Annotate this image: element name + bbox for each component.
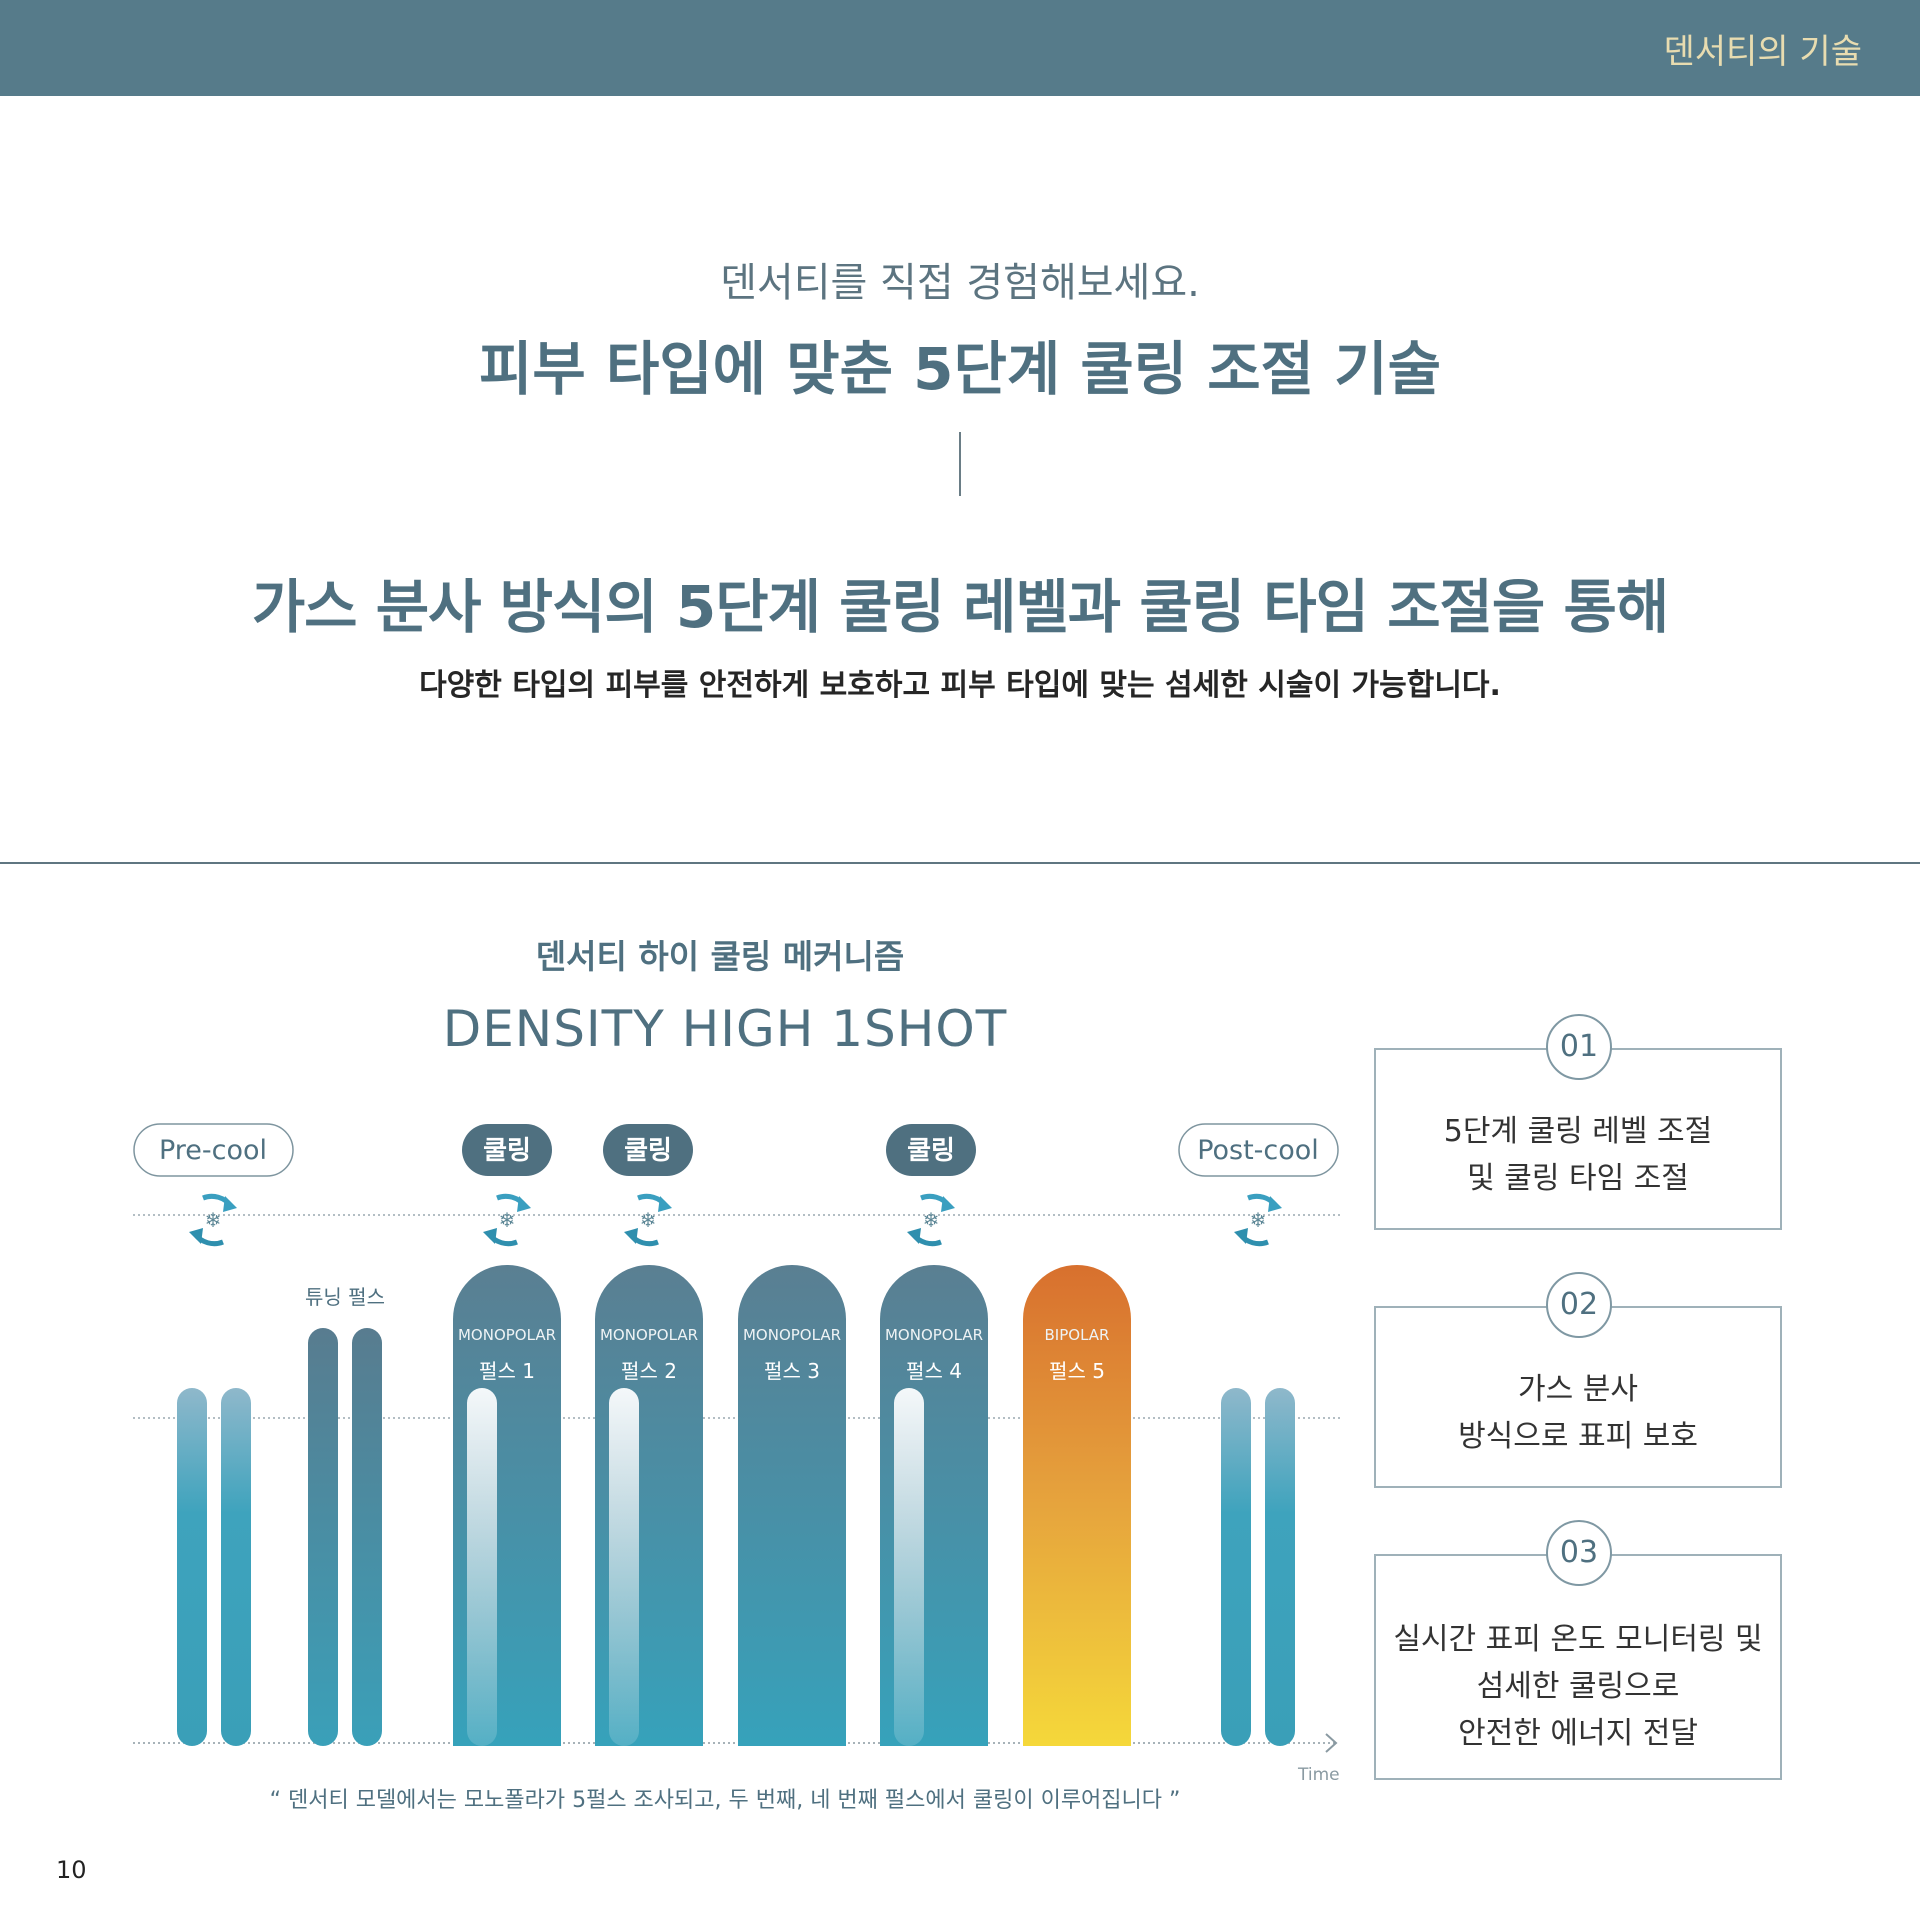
cooling-pill-1 bbox=[462, 1124, 552, 1176]
section-title: 덴서티의 기술 bbox=[1663, 32, 1863, 72]
pulse-name-label-5: 펄스 5 bbox=[1049, 1359, 1105, 1383]
page-number: 10 bbox=[56, 1856, 87, 1884]
feature-number-1: 01 bbox=[1546, 1014, 1612, 1080]
pulse-name-label-2: 펄스 2 bbox=[621, 1359, 677, 1383]
cooling-label-1: 쿨링 bbox=[483, 1136, 531, 1166]
tuning-bar-1 bbox=[308, 1328, 338, 1746]
section-divider bbox=[0, 862, 1920, 864]
page-title: 피부 타입에 맞춘 5단계 쿨링 조절 기술 bbox=[479, 335, 1441, 403]
pulse-name-label-4: 펄스 4 bbox=[906, 1359, 962, 1383]
snowflake-icon: ❄ bbox=[923, 1208, 940, 1232]
cooling-label-2: 쿨링 bbox=[624, 1136, 672, 1166]
precool-label: Pre-cool bbox=[159, 1135, 267, 1166]
pulse-bar-5 bbox=[1023, 1265, 1131, 1746]
cooling-cycle-icon: ❄ bbox=[483, 1193, 531, 1247]
cooling-indicator-4 bbox=[894, 1388, 924, 1746]
precool-bar-2 bbox=[221, 1388, 251, 1746]
feature-card-3: 03 실시간 표피 온도 모니터링 및 섬세한 쿨링으로 안전한 에너지 전달 bbox=[1374, 1520, 1782, 1780]
cooling-cycle-icon: ❄ bbox=[907, 1193, 955, 1247]
feature-line: 5단계 쿨링 레벨 조절 bbox=[1443, 1114, 1713, 1149]
feature-line: 가스 분사 bbox=[1518, 1372, 1638, 1407]
pulse-bar-3 bbox=[738, 1265, 846, 1746]
postcool-bar-2 bbox=[1265, 1388, 1295, 1746]
cooling-indicator-2 bbox=[609, 1388, 639, 1746]
postcool-pill bbox=[1178, 1123, 1339, 1177]
snowflake-icon: ❄ bbox=[205, 1208, 222, 1232]
time-arrow-icon bbox=[1325, 1733, 1338, 1753]
tuning-bar-2 bbox=[352, 1328, 382, 1746]
feature-line: 섬세한 쿨링으로 bbox=[1476, 1669, 1680, 1704]
feature-line: 실시간 표피 온도 모니터링 및 bbox=[1393, 1622, 1763, 1657]
headline: 가스 분사 방식의 5단계 쿨링 레벨과 쿨링 타임 조절을 통해 bbox=[251, 573, 1669, 641]
snowflake-icon: ❄ bbox=[499, 1208, 516, 1232]
tuning-pulse-label: 튜닝 펄스 bbox=[305, 1285, 385, 1309]
time-label: Time bbox=[1297, 1765, 1340, 1785]
feature-line: 및 쿨링 타임 조절 bbox=[1467, 1161, 1689, 1196]
postcool-bar-1 bbox=[1221, 1388, 1251, 1746]
cooling-cycle-icon: ❄ bbox=[1234, 1193, 1282, 1247]
pulse-type-label-1: MONOPOLAR bbox=[458, 1326, 556, 1344]
description: 다양한 타입의 피부를 안전하게 보호하고 피부 타입에 맞는 섬세한 시술이 … bbox=[419, 668, 1501, 703]
cooling-label-3: 쿨링 bbox=[907, 1136, 955, 1166]
cooling-cycle-icon: ❄ bbox=[624, 1193, 672, 1247]
diagram-footnote: “ 덴서티 모델에서는 모노폴라가 5펄스 조사되고, 두 번째, 네 번째 펄… bbox=[269, 1788, 1181, 1813]
cooling-pill-3 bbox=[886, 1124, 976, 1176]
feature-card-1: 01 5단계 쿨링 레벨 조절 및 쿨링 타임 조절 bbox=[1374, 1014, 1782, 1230]
feature-number-3: 03 bbox=[1546, 1520, 1612, 1586]
vertical-divider bbox=[959, 432, 961, 496]
cooling-mechanism-diagram: Time Pre-cool Post-cool 쿨링 쿨링 쿨링 ❄ ❄ ❄ ❄ ❄ 튜… bbox=[133, 1123, 1340, 1785]
pulse-name-label-1: 펄스 1 bbox=[479, 1359, 535, 1383]
snowflake-icon: ❄ bbox=[640, 1208, 657, 1232]
cooling-indicator-1 bbox=[467, 1388, 497, 1746]
cooling-cycle-icon: ❄ bbox=[189, 1193, 237, 1247]
mechanism-title: 덴서티 하이 쿨링 메커니즘 bbox=[535, 937, 905, 976]
snowflake-icon: ❄ bbox=[1250, 1208, 1267, 1232]
pulse-type-label-5: BIPOLAR bbox=[1045, 1326, 1110, 1344]
pulse-name-label-3: 펄스 3 bbox=[764, 1359, 820, 1383]
feature-text-1: 5단계 쿨링 레벨 조절 및 쿨링 타임 조절 bbox=[1376, 1108, 1780, 1202]
feature-line: 안전한 에너지 전달 bbox=[1458, 1716, 1698, 1751]
mechanism-subtitle: DENSITY HIGH 1SHOT bbox=[442, 1000, 1008, 1058]
pulse-type-label-4: MONOPOLAR bbox=[885, 1326, 983, 1344]
header-bar bbox=[0, 0, 1920, 96]
intro-subtitle: 덴서티를 직접 경험해보세요. bbox=[720, 260, 1200, 306]
pulse-type-label-2: MONOPOLAR bbox=[600, 1326, 698, 1344]
pulse-type-label-3: MONOPOLAR bbox=[743, 1326, 841, 1344]
precool-pill bbox=[133, 1123, 294, 1177]
feature-text-3: 실시간 표피 온도 모니터링 및 섬세한 쿨링으로 안전한 에너지 전달 bbox=[1376, 1616, 1780, 1757]
precool-bar-1 bbox=[177, 1388, 207, 1746]
feature-text-2: 가스 분사 방식으로 표피 보호 bbox=[1376, 1366, 1780, 1460]
feature-card-2: 02 가스 분사 방식으로 표피 보호 bbox=[1374, 1272, 1782, 1488]
feature-line: 방식으로 표피 보호 bbox=[1458, 1419, 1698, 1454]
postcool-label: Post-cool bbox=[1197, 1135, 1319, 1166]
feature-number-2: 02 bbox=[1546, 1272, 1612, 1338]
cooling-pill-2 bbox=[603, 1124, 693, 1176]
